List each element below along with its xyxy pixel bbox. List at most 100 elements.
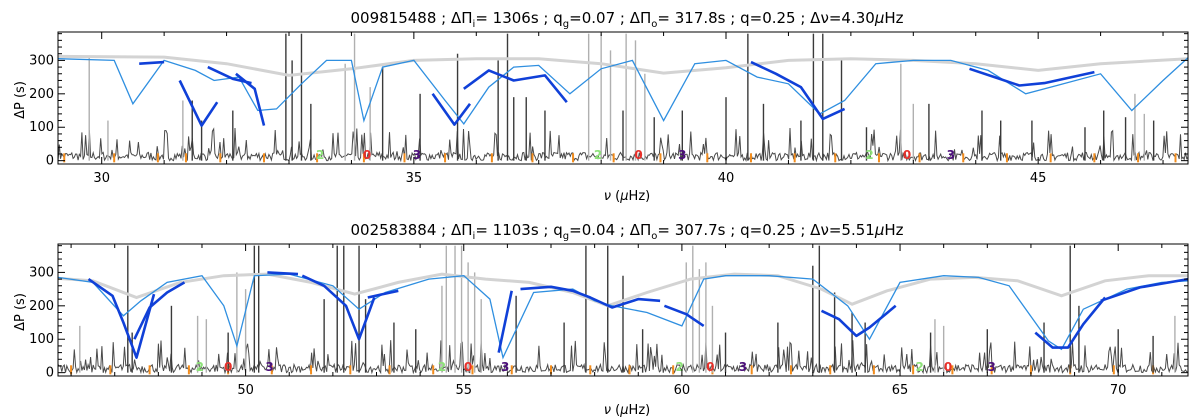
y-tick-label: 0 bbox=[46, 366, 54, 381]
title-sub: o bbox=[651, 19, 657, 30]
title-sep: ; ΔΠ bbox=[615, 221, 651, 239]
title-unit: μ bbox=[874, 221, 885, 239]
mode-label: 0 bbox=[363, 148, 371, 162]
series-model bbox=[58, 57, 1188, 125]
panel-bottom: 002583884 ; ΔΠi= 1103s ; qg=0.04 ; ΔΠo= … bbox=[13, 221, 1189, 418]
title-id: 002583884 bbox=[350, 221, 436, 239]
title-unit: Hz bbox=[884, 221, 903, 239]
mode-label: 0 bbox=[944, 360, 952, 374]
title-dnu: 5.51 bbox=[841, 221, 874, 239]
plot-area bbox=[58, 245, 1188, 375]
series-fit bbox=[301, 274, 376, 341]
title-qg: 0.07 bbox=[582, 9, 615, 27]
mode-label: 2 bbox=[865, 148, 873, 162]
title-eq: = bbox=[657, 9, 674, 27]
series-fit bbox=[663, 304, 705, 327]
series-fit bbox=[750, 60, 846, 121]
title-sep: ; q= bbox=[726, 9, 763, 27]
title-dpo: 317.8s bbox=[675, 9, 726, 27]
series-fit bbox=[367, 289, 399, 299]
x-tick-label: 35 bbox=[406, 171, 423, 186]
y-tick-label: 0 bbox=[46, 154, 54, 169]
mode-label: 0 bbox=[464, 360, 472, 374]
title-dpi: 1306s bbox=[493, 9, 539, 27]
mode-label: 3 bbox=[413, 148, 421, 162]
mode-label: 0 bbox=[903, 148, 911, 162]
series-fit bbox=[520, 285, 661, 309]
title-sep: ; ΔΠ bbox=[615, 9, 651, 27]
series-fit bbox=[133, 281, 186, 340]
x-tick-label: 60 bbox=[674, 383, 691, 398]
title-sep: ; ΔΠ bbox=[436, 9, 472, 27]
title-eq: = bbox=[475, 9, 492, 27]
x-tick-label: 55 bbox=[455, 383, 472, 398]
series-fit bbox=[969, 67, 1095, 87]
title-qg: 0.04 bbox=[582, 221, 615, 239]
panel-top-xlabel: ν (μHz) bbox=[604, 189, 650, 204]
mode-label: 2 bbox=[594, 148, 602, 162]
series-fit bbox=[1100, 277, 1188, 303]
mode-label: 0 bbox=[634, 148, 642, 162]
title-dnu: 4.30 bbox=[841, 9, 874, 27]
title-eq: = bbox=[475, 221, 492, 239]
mode-label: 3 bbox=[947, 148, 955, 162]
panel-top-title: 009815488 ; ΔΠi= 1306s ; qg=0.07 ; ΔΠo= … bbox=[350, 9, 903, 30]
title-sep: ; Δν= bbox=[796, 9, 842, 27]
title-eq: = bbox=[569, 221, 582, 239]
series-fit bbox=[497, 290, 513, 353]
mode-label: 0 bbox=[224, 360, 232, 374]
title-eq: = bbox=[657, 221, 674, 239]
title-dpo: 307.7s bbox=[675, 221, 726, 239]
y-tick-label: 200 bbox=[29, 299, 54, 314]
title-sep: ; q bbox=[539, 9, 563, 27]
series-fit bbox=[178, 79, 219, 127]
series-fit bbox=[1034, 296, 1107, 349]
mode-label: 3 bbox=[739, 360, 747, 374]
panel-bottom-xlabel: ν (μHz) bbox=[604, 403, 650, 418]
title-q: 0.25 bbox=[762, 221, 795, 239]
mode-label: 2 bbox=[316, 148, 324, 162]
panel-top: 009815488 ; ΔΠi= 1306s ; qg=0.07 ; ΔΠo= … bbox=[13, 9, 1189, 204]
title-sub: i bbox=[473, 19, 476, 30]
mode-label: 2 bbox=[915, 360, 923, 374]
x-tick-label: 45 bbox=[1030, 171, 1047, 186]
series-envelope bbox=[58, 54, 1188, 77]
x-tick-label: 40 bbox=[718, 171, 735, 186]
title-sub: o bbox=[651, 231, 657, 242]
mode-label: 3 bbox=[987, 360, 995, 374]
x-tick-label: 70 bbox=[1110, 383, 1127, 398]
x-tick-label: 65 bbox=[892, 383, 909, 398]
axes-frame bbox=[57, 31, 1189, 165]
mode-label: 2 bbox=[676, 360, 684, 374]
plot-area bbox=[58, 33, 1188, 163]
panel-bottom-title: 002583884 ; ΔΠi= 1103s ; qg=0.04 ; ΔΠo= … bbox=[350, 221, 903, 242]
mode-label: 3 bbox=[501, 360, 509, 374]
y-tick-label: 300 bbox=[29, 53, 54, 68]
series-fit bbox=[463, 69, 568, 104]
mode-label: 0 bbox=[706, 360, 714, 374]
series-fit bbox=[235, 72, 266, 126]
series-fit bbox=[139, 60, 165, 65]
mode-label: 2 bbox=[196, 360, 204, 374]
title-sep: ; q bbox=[539, 221, 563, 239]
mode-label: 3 bbox=[265, 360, 273, 374]
axes-frame bbox=[57, 243, 1189, 377]
series-envelope bbox=[58, 272, 1188, 308]
x-tick-label: 30 bbox=[93, 171, 110, 186]
title-sep: ; ΔΠ bbox=[436, 221, 472, 239]
title-sub: g bbox=[563, 231, 569, 242]
title-dpi: 1103s bbox=[493, 221, 539, 239]
y-tick-label: 100 bbox=[29, 120, 54, 135]
title-unit: μ bbox=[874, 9, 885, 27]
panel-bottom-ylabel: ΔP (s) bbox=[13, 293, 28, 331]
mode-label: 2 bbox=[438, 360, 446, 374]
title-sub: g bbox=[563, 19, 569, 30]
title-unit: Hz bbox=[884, 9, 903, 27]
series-fit bbox=[267, 271, 299, 276]
title-sub: i bbox=[473, 231, 476, 242]
title-id: 009815488 bbox=[350, 9, 436, 27]
y-tick-label: 100 bbox=[29, 332, 54, 347]
mode-label: 3 bbox=[678, 148, 686, 162]
title-q: 0.25 bbox=[762, 9, 795, 27]
